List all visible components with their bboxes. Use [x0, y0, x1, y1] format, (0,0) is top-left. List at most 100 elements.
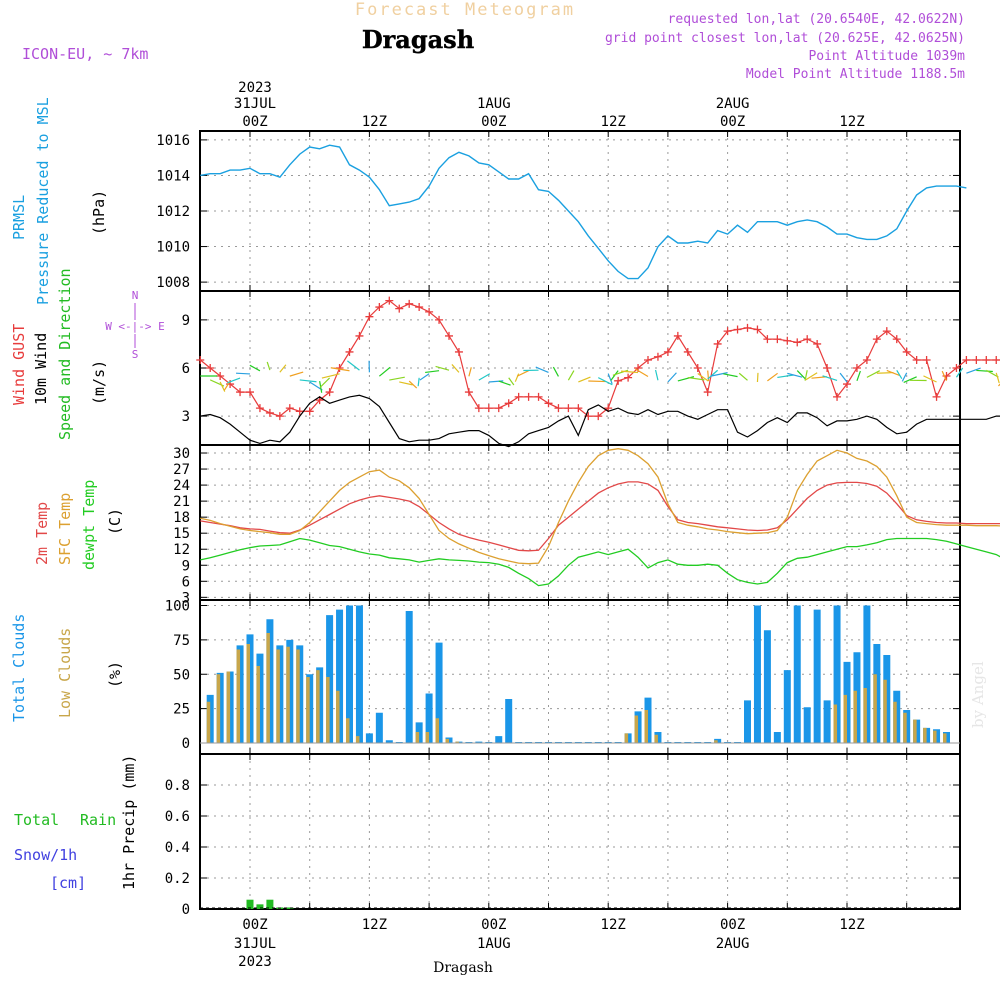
total-cloud-bar	[346, 605, 353, 743]
precip-frame	[199, 753, 961, 910]
y-tick-label: 1014	[156, 168, 190, 184]
y-tick-label: 0.8	[165, 778, 190, 794]
wind-gust-marker	[564, 404, 573, 413]
wind-gust-marker	[206, 364, 215, 372]
wind-direction-arrow	[552, 366, 559, 377]
wind-gust-marker	[504, 399, 513, 408]
top-date-label: 1AUG	[477, 96, 511, 112]
wind-direction-arrow	[567, 370, 575, 381]
wind-gust-marker	[425, 307, 434, 316]
low-clouds-label: Low Clouds	[56, 628, 74, 718]
wind-direction-arrow	[236, 372, 251, 375]
watermark: by Angel	[969, 661, 987, 728]
low-cloud-bar	[933, 730, 937, 743]
wind-direction-arrow	[468, 367, 472, 377]
low-cloud-bar	[654, 734, 658, 743]
wind-direction-arrow	[535, 366, 549, 374]
total-cloud-bar	[365, 733, 373, 743]
total-cloud-bar	[783, 670, 791, 743]
wind-gust-marker	[445, 331, 453, 340]
wind-direction-arrow	[667, 372, 677, 383]
low-cloud-bar	[624, 733, 629, 743]
wind-direction-arrow	[417, 377, 420, 387]
panel-gridlines	[200, 131, 960, 910]
wind-direction-arrow	[896, 369, 903, 379]
bottom-date-label: 31JUL	[234, 936, 276, 952]
total-cloud-bar	[375, 712, 383, 743]
y-tick-label: 9	[182, 558, 190, 574]
dewpt-line	[200, 537, 1000, 587]
total-rain-total-label: Total	[14, 811, 59, 829]
wind-gust-marker	[246, 388, 254, 397]
wind-gust-marker	[325, 388, 334, 397]
wind-gust-marker	[275, 412, 284, 421]
y-tick-label: 30	[173, 446, 190, 462]
low-cloud-bar	[346, 718, 350, 743]
wind-gust-marker	[494, 404, 503, 413]
wind-gust-marker	[464, 388, 473, 397]
wind-gust-marker	[982, 355, 991, 364]
wind-gust-marker	[644, 355, 652, 364]
wind-direction-arrow	[620, 370, 639, 374]
wind-gust-marker	[524, 392, 533, 401]
requested-coords: requested lon,lat (20.6540E, 42.0622N)	[668, 12, 965, 27]
compass-west-east: W <-|-> E	[105, 320, 165, 333]
snow-unit-label: [cm]	[50, 874, 86, 892]
wind-gust-marker	[872, 335, 881, 344]
wind-gust-marker	[693, 364, 702, 372]
low-cloud-bar	[843, 694, 847, 743]
low-cloud-bar	[445, 738, 449, 743]
low-cloud-bar	[903, 712, 907, 743]
wind-gust-marker	[773, 335, 782, 344]
y-tick-label: 25	[173, 702, 190, 718]
wind-gust-marker	[833, 392, 842, 401]
wind-direction-arrow	[866, 370, 881, 378]
top-time-axis: 00Z 12Z 00Z 1AUG 12Z 00Z 2AUG 12Z	[242, 96, 864, 130]
low-cloud-bar	[236, 649, 241, 743]
wind-direction-arrow	[941, 370, 948, 381]
rain-bar	[286, 907, 294, 909]
wind-gust-marker	[912, 355, 921, 364]
bottom-hour-label: 12Z	[362, 917, 387, 933]
y-tick-label: 18	[173, 510, 190, 526]
total-cloud-bar	[763, 630, 771, 743]
wind-gust-marker	[345, 347, 354, 356]
wind-direction-arrow	[607, 373, 613, 385]
wind-direction-arrow	[787, 372, 803, 378]
wind-gust-marker	[663, 347, 672, 356]
top-hour-label: 00Z	[242, 114, 267, 130]
wind-direction-arrow	[321, 373, 340, 379]
wind-direction-arrow	[399, 381, 413, 386]
wind-gust-marker	[852, 364, 861, 372]
model-point-altitude: Model Point Altitude 1188.5m	[746, 67, 965, 82]
top-hour-label: 00Z	[720, 114, 745, 130]
wind-gust-marker	[216, 372, 225, 381]
y-tick-label: 100	[165, 599, 190, 615]
wind-gust-marker	[902, 347, 911, 356]
top-hour-label: 12Z	[362, 114, 387, 130]
wind-gust-marker	[335, 364, 344, 372]
total-cloud-bar	[823, 700, 831, 743]
low-cloud-bar	[296, 649, 300, 743]
total-cloud-bar	[385, 740, 393, 743]
total-cloud-bar	[803, 707, 811, 743]
low-cloud-bar	[326, 677, 330, 743]
wind-direction-arrow	[289, 371, 304, 377]
wind-gust-marker	[236, 388, 245, 397]
wind-gust-marker	[355, 331, 364, 340]
wind-direction-arrow	[707, 369, 719, 380]
y-tick-label: 21	[173, 494, 190, 510]
low-cloud-bar	[246, 644, 250, 743]
y-axis-ticks: 1008101010121014101636936912151821242730…	[156, 131, 960, 918]
total-cloud-bar	[505, 699, 513, 743]
wind-direction-arrow	[635, 368, 649, 378]
wind-direction-arrow	[389, 376, 405, 381]
low-cloud-bar	[853, 690, 857, 743]
wind-gust-marker	[305, 407, 314, 416]
wind-direction-arrow	[508, 377, 515, 386]
t2m-label: 2m Temp	[33, 502, 51, 565]
wind-direction-arrow	[903, 376, 917, 384]
clouds-unit-label: (%)	[106, 661, 124, 688]
low-cloud-bar	[256, 666, 260, 743]
wind-direction-arrow	[697, 372, 709, 382]
